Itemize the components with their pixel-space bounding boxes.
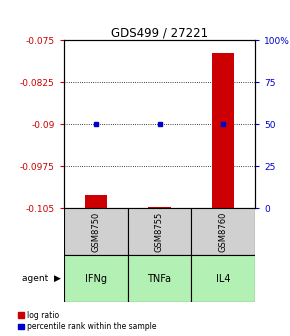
Text: IL4: IL4 bbox=[216, 274, 231, 284]
Bar bbox=[191, 255, 255, 302]
Bar bbox=[64, 255, 128, 302]
Text: TNFa: TNFa bbox=[148, 274, 171, 284]
Bar bbox=[128, 255, 191, 302]
Text: GSM8750: GSM8750 bbox=[91, 212, 100, 252]
Bar bbox=[128, 208, 191, 255]
Bar bbox=[84, 196, 107, 208]
Legend: log ratio, percentile rank within the sample: log ratio, percentile rank within the sa… bbox=[18, 311, 157, 331]
Bar bbox=[212, 53, 234, 208]
Bar bbox=[191, 208, 255, 255]
Bar bbox=[148, 207, 171, 208]
Text: agent  ▶: agent ▶ bbox=[22, 275, 61, 283]
Bar bbox=[64, 208, 128, 255]
Text: IFNg: IFNg bbox=[85, 274, 107, 284]
Text: GSM8755: GSM8755 bbox=[155, 212, 164, 252]
Title: GDS499 / 27221: GDS499 / 27221 bbox=[111, 26, 208, 39]
Text: GSM8760: GSM8760 bbox=[219, 212, 228, 252]
